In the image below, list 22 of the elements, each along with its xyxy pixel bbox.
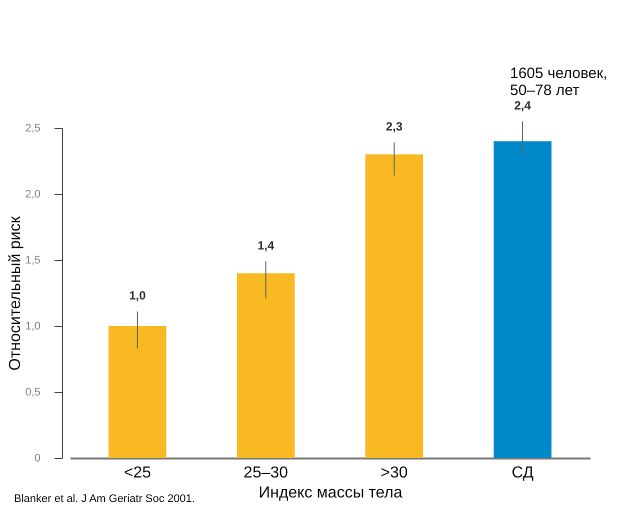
data-label: 1,4	[257, 238, 274, 252]
x-axis-title: Индекс массы тела	[258, 484, 402, 502]
y-tick-label: 0,5	[25, 386, 40, 398]
data-label: 1,0	[129, 288, 146, 302]
y-tick-label: 2,5	[25, 122, 40, 134]
text: 1605 человек, 50–78 лет	[510, 65, 608, 99]
data-label: 2,4	[514, 98, 532, 112]
bar	[108, 326, 166, 458]
bar	[236, 273, 295, 458]
data-label: 2,3	[386, 120, 403, 134]
y-tick-label: 1,0	[25, 320, 40, 332]
x-tick-label: СД	[512, 464, 534, 482]
y-tick-label: 2,0	[25, 188, 40, 200]
bar	[494, 141, 552, 458]
x-tick-label: >30	[380, 464, 408, 482]
y-axis-title: Относительный риск	[7, 215, 24, 371]
x-tick-label: 25–30	[244, 464, 288, 482]
y-tick-label: 1,5	[25, 254, 40, 266]
text: Blanker et al. J Am Geriatr Soc 2001.	[14, 493, 195, 505]
y-tick-label: 0	[34, 452, 40, 464]
x-tick-label: <25	[124, 464, 152, 482]
bar	[365, 154, 424, 458]
